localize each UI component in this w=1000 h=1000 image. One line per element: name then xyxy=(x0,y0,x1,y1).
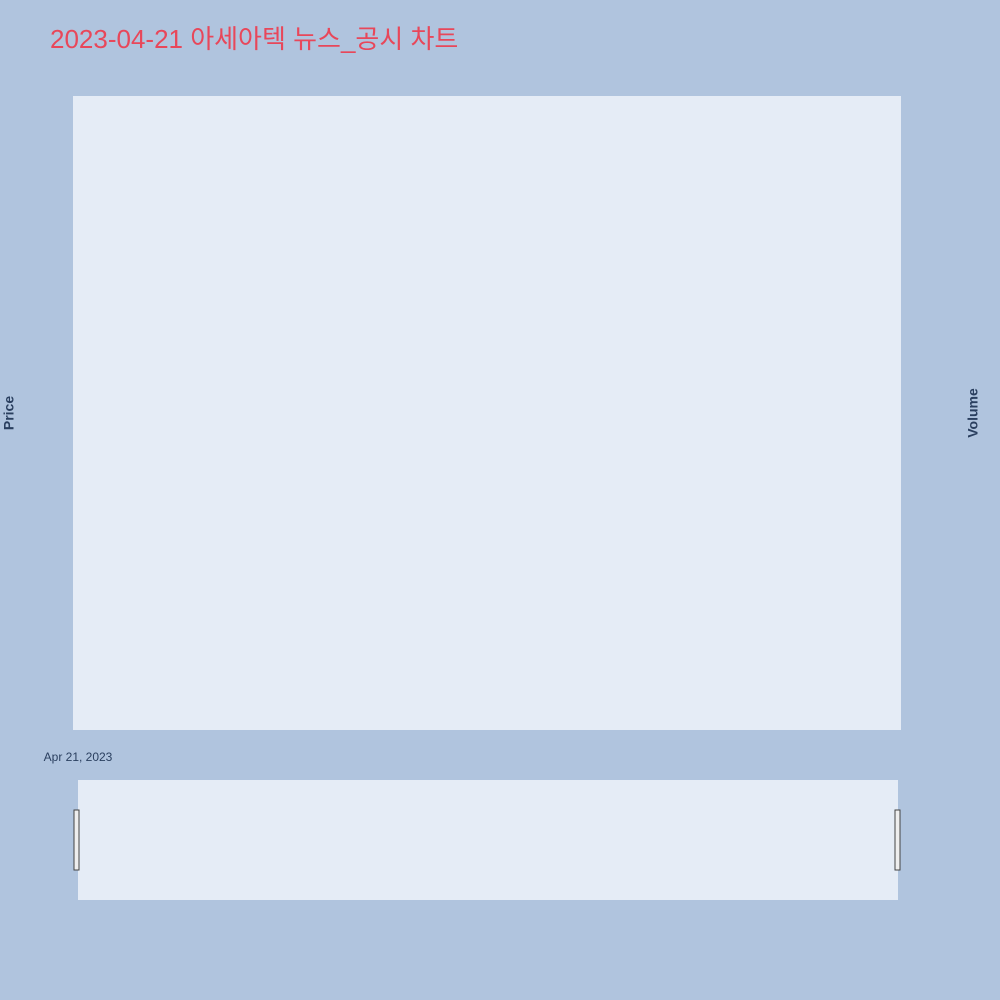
x-date-label: Apr 21, 2023 xyxy=(44,750,113,764)
range-handle-left[interactable] xyxy=(73,809,80,871)
y-axis-title: Price xyxy=(1,396,17,430)
y2-axis-title: Volume xyxy=(965,388,981,438)
plot-area xyxy=(73,96,901,730)
chart-title: 2023-04-21 아세아텍 뉴스_공시 차트 xyxy=(50,24,458,54)
range-handle-right[interactable] xyxy=(894,809,901,871)
range-slider[interactable] xyxy=(78,780,898,900)
